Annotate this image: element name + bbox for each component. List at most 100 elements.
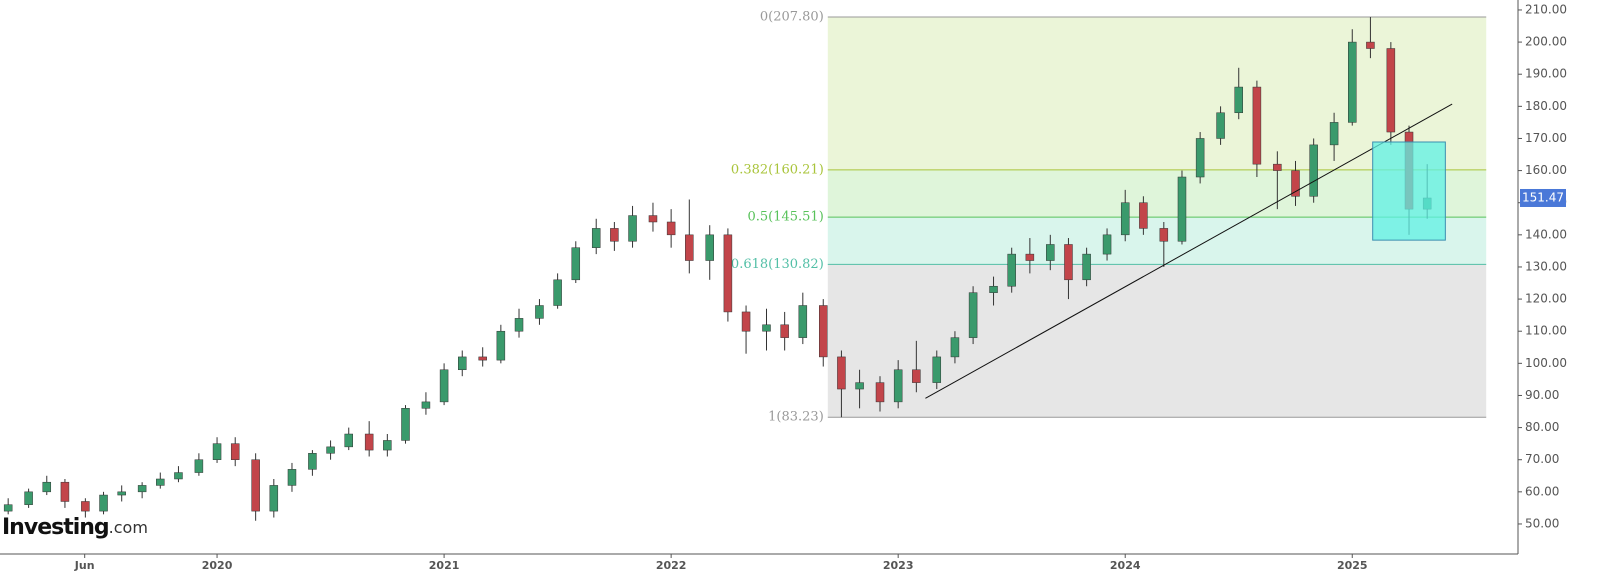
candle-body [968, 292, 978, 338]
candle-body [439, 369, 449, 403]
fib-label: 0.618(130.82) [731, 257, 824, 272]
candle-body [326, 446, 335, 454]
watermark: Investing.com [2, 515, 148, 540]
candle-body [3, 504, 13, 512]
candle-body [1329, 122, 1339, 146]
candle-body [1366, 41, 1375, 49]
candle-body [685, 234, 694, 261]
candle-body [1195, 138, 1205, 178]
candle-body [705, 234, 714, 261]
candle-body [819, 305, 828, 358]
x-tick-label: 2024 [1110, 559, 1141, 572]
fib-label: 1(83.23) [768, 410, 824, 425]
brand: Investing [2, 515, 109, 540]
candle-body [1273, 163, 1282, 171]
y-tick-label: 200.00 [1525, 35, 1567, 49]
y-tick-label: 190.00 [1525, 67, 1567, 81]
candle-body [1309, 144, 1318, 197]
candle-body [762, 324, 771, 332]
candle-body [60, 481, 70, 502]
y-tick-label: 170.00 [1525, 131, 1567, 145]
candle-body [855, 382, 864, 390]
candle-body [1007, 253, 1016, 287]
candle-body [137, 485, 147, 493]
candle-body [1177, 176, 1187, 242]
fib-label: 0(207.80) [760, 10, 824, 25]
candle-body [1291, 170, 1300, 197]
x-tick-label: 2025 [1337, 559, 1368, 572]
y-tick-label: 110.00 [1525, 324, 1567, 338]
candle-body [912, 369, 921, 383]
candle-body [1025, 253, 1035, 261]
y-tick-label: 130.00 [1525, 259, 1567, 273]
trend-line [925, 103, 1453, 399]
candle-body [950, 337, 960, 358]
candle-body [364, 433, 374, 451]
candle-body [81, 501, 90, 512]
fib-zone [827, 264, 1487, 418]
x-tick-label: 2021 [429, 559, 460, 572]
candle-body [496, 330, 506, 361]
candle-body [174, 472, 183, 480]
candle-body [741, 311, 751, 332]
y-tick-label: 60.00 [1525, 484, 1559, 498]
candle-body [42, 481, 52, 493]
candle-body [478, 356, 487, 361]
candle-body [287, 469, 297, 486]
last-price-label: 151.47 [1522, 190, 1564, 204]
candle-body [1064, 244, 1073, 281]
candle-body [1234, 86, 1243, 114]
candle-body [1348, 41, 1357, 123]
candle-body [666, 221, 676, 236]
x-tick-label: Jun [74, 559, 95, 572]
y-tick-label: 80.00 [1525, 420, 1559, 434]
y-tick-label: 140.00 [1525, 227, 1567, 241]
fib-label: 0.5(145.51) [747, 210, 823, 225]
candle-body [591, 228, 601, 248]
candle-body [24, 491, 33, 505]
candle-body [1386, 48, 1396, 133]
candle-body [194, 459, 204, 473]
candle-body [1252, 86, 1262, 165]
candle-body [99, 494, 108, 512]
x-tick-label: 2022 [656, 559, 687, 572]
candle-body [251, 459, 260, 512]
candle-body [553, 279, 562, 306]
candle-body [344, 433, 353, 448]
candle-body [458, 356, 467, 371]
candle-body [837, 356, 846, 390]
x-tick-label: 2023 [883, 559, 914, 572]
y-tick-label: 120.00 [1525, 292, 1567, 306]
y-tick-label: 210.00 [1525, 2, 1567, 16]
candle-body [610, 228, 619, 242]
candle-body [230, 443, 240, 460]
candle-body [383, 440, 392, 451]
highlight-box [1372, 141, 1446, 241]
candle-body [117, 491, 126, 496]
brand-suffix: .com [109, 518, 148, 537]
x-tick-label: 2020 [202, 559, 233, 572]
y-tick-label: 100.00 [1525, 356, 1567, 370]
candle-body [1216, 112, 1225, 139]
candle-body [535, 305, 544, 319]
candle-body [1159, 228, 1169, 242]
y-tick-label: 180.00 [1525, 99, 1567, 113]
candle-body [628, 215, 637, 242]
y-tick-label: 160.00 [1525, 163, 1567, 177]
candle-body [1046, 244, 1055, 261]
candle-body [421, 401, 431, 409]
candle-body [989, 285, 998, 293]
candle-body [1082, 253, 1091, 281]
candle-body [269, 485, 279, 512]
y-tick-label: 50.00 [1525, 516, 1559, 530]
candle-body [308, 453, 317, 470]
candle-body [514, 318, 524, 332]
candle-body [1102, 234, 1112, 255]
candle-body [1139, 202, 1148, 229]
last-price-tag [1520, 188, 1566, 207]
candle-body [156, 478, 165, 486]
candle-body [893, 369, 903, 403]
candle-body [212, 443, 222, 460]
candle-body [875, 382, 885, 403]
